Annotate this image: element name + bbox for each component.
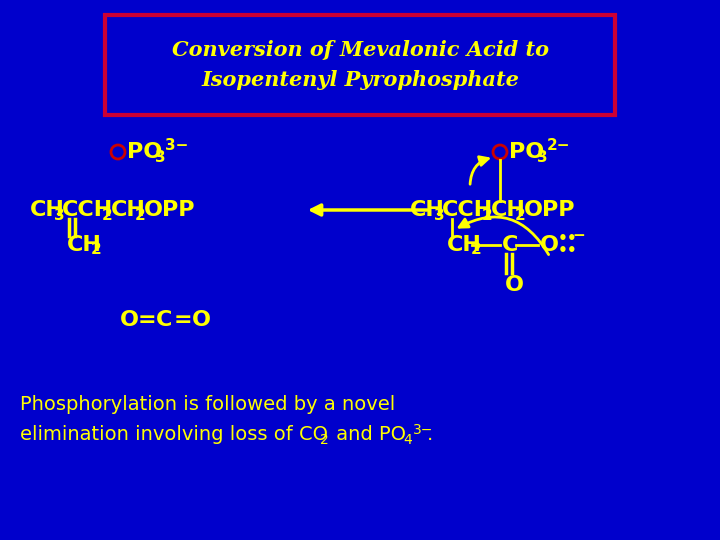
Text: OPP: OPP: [144, 200, 196, 220]
Text: CH: CH: [491, 200, 526, 220]
Text: CCH: CCH: [62, 200, 113, 220]
Text: 2: 2: [515, 207, 526, 222]
Text: 3−: 3−: [165, 138, 189, 152]
Text: CH: CH: [67, 235, 102, 255]
Text: =: =: [138, 310, 157, 330]
Text: ••: ••: [558, 232, 577, 246]
Text: −: −: [572, 227, 585, 242]
Text: 3: 3: [155, 150, 166, 165]
Text: O: O: [540, 235, 559, 255]
Text: C: C: [502, 235, 518, 255]
Text: .: .: [427, 426, 433, 444]
Text: CH: CH: [447, 235, 482, 255]
Text: and PO: and PO: [330, 426, 406, 444]
Text: PO: PO: [509, 142, 544, 162]
Text: C: C: [156, 310, 172, 330]
Text: 2−: 2−: [547, 138, 570, 152]
Text: O: O: [120, 310, 139, 330]
Text: elimination involving loss of CO: elimination involving loss of CO: [20, 426, 328, 444]
Text: ••: ••: [558, 244, 577, 259]
Text: CH: CH: [30, 200, 65, 220]
Text: 4: 4: [403, 433, 412, 447]
Text: 3−: 3−: [413, 423, 433, 437]
Text: 3: 3: [434, 207, 445, 222]
Text: =: =: [174, 310, 193, 330]
Text: 2: 2: [471, 242, 482, 258]
FancyBboxPatch shape: [105, 15, 615, 115]
Text: 2: 2: [91, 242, 102, 258]
Text: 2: 2: [102, 207, 113, 222]
Text: 3: 3: [537, 150, 548, 165]
Text: CH: CH: [410, 200, 445, 220]
Text: 2: 2: [135, 207, 145, 222]
Text: 3: 3: [54, 207, 65, 222]
Text: O: O: [505, 275, 524, 295]
Text: CCH: CCH: [442, 200, 493, 220]
Text: 2: 2: [320, 433, 329, 447]
Text: 2: 2: [482, 207, 492, 222]
Text: O: O: [192, 310, 211, 330]
Text: OPP: OPP: [524, 200, 575, 220]
Text: PO: PO: [127, 142, 162, 162]
Text: CH: CH: [111, 200, 146, 220]
Text: Conversion of Mevalonic Acid to
Isopentenyl Pyrophosphate: Conversion of Mevalonic Acid to Isopente…: [171, 40, 549, 90]
Text: Phosphorylation is followed by a novel: Phosphorylation is followed by a novel: [20, 395, 395, 415]
